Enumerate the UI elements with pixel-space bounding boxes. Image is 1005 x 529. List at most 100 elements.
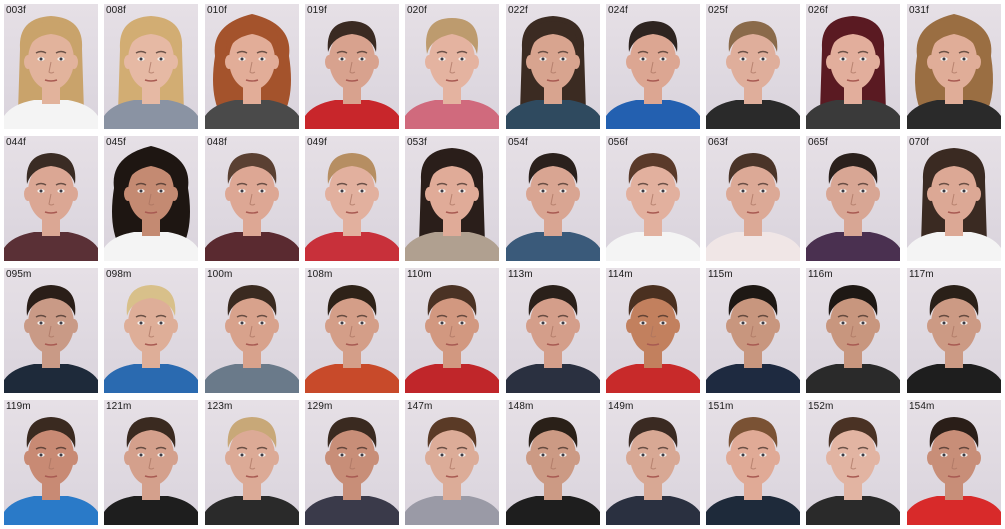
face-photo: 054f — [506, 136, 600, 261]
hair-top — [828, 21, 878, 52]
portrait-illustration — [205, 285, 299, 393]
portrait-illustration — [205, 14, 299, 129]
face-photo: 108m — [305, 268, 399, 393]
portrait-illustration — [305, 21, 399, 129]
face-photo: 063f — [706, 136, 800, 261]
hair-top — [125, 150, 177, 186]
portrait-illustration — [305, 153, 399, 261]
portrait-illustration — [506, 417, 600, 525]
shirt — [706, 496, 800, 525]
face-photo: 026f — [806, 4, 900, 129]
face — [730, 426, 776, 486]
face-photo: 025f — [706, 4, 800, 129]
face — [229, 426, 275, 486]
face — [128, 162, 174, 222]
portrait-illustration — [706, 285, 800, 393]
photo-id-label: 149m — [608, 401, 634, 412]
shirt — [506, 232, 600, 261]
portrait-illustration — [205, 417, 299, 525]
shirt — [606, 496, 700, 525]
photo-id-label: 049f — [307, 137, 327, 148]
hair-top — [126, 417, 176, 448]
hair-top — [227, 417, 277, 448]
face — [630, 30, 676, 90]
face-photo: 114m — [606, 268, 700, 393]
photo-id-label: 019f — [307, 5, 327, 16]
shirt — [4, 364, 98, 393]
face-photo: 003f — [4, 4, 98, 129]
portrait-illustration — [405, 417, 499, 525]
face-photo: 045f — [104, 136, 198, 261]
portrait-illustration — [706, 417, 800, 525]
face — [931, 426, 977, 486]
portrait-illustration — [806, 16, 900, 129]
shirt — [305, 364, 399, 393]
face-photo: 149m — [606, 400, 700, 525]
hair-top — [628, 153, 678, 184]
hair-top — [828, 153, 878, 184]
face-photo: 008f — [104, 4, 198, 129]
portrait-illustration — [205, 153, 299, 261]
portrait-illustration — [907, 14, 1001, 129]
photo-id-label: 116m — [808, 269, 833, 280]
face — [830, 294, 876, 354]
hair-top — [26, 285, 76, 316]
hair-top — [828, 285, 878, 316]
hair-top — [929, 285, 979, 316]
face — [28, 30, 74, 90]
portrait-illustration — [907, 417, 1001, 525]
face — [931, 30, 977, 90]
shirt — [907, 496, 1001, 525]
hair-top — [327, 285, 377, 316]
face — [128, 294, 174, 354]
face-photo: 070f — [907, 136, 1001, 261]
face — [530, 30, 576, 90]
face — [931, 162, 977, 222]
shirt — [405, 100, 499, 129]
hair-top — [728, 21, 778, 52]
shirt — [606, 100, 700, 129]
face-photo: 010f — [205, 4, 299, 129]
photo-id-label: 151m — [708, 401, 734, 412]
face — [28, 426, 74, 486]
face — [530, 162, 576, 222]
face-photo: 031f — [907, 4, 1001, 129]
shirt — [305, 100, 399, 129]
face-photo: 152m — [806, 400, 900, 525]
face-photo: 151m — [706, 400, 800, 525]
shirt — [806, 232, 900, 261]
photo-id-label: 031f — [909, 5, 929, 16]
hair-top — [126, 21, 176, 52]
portrait-illustration — [104, 285, 198, 393]
face — [429, 426, 475, 486]
hair-top — [528, 153, 578, 184]
portrait-illustration — [305, 285, 399, 393]
hair-top — [26, 417, 76, 448]
portrait-illustration — [4, 417, 98, 525]
portrait-illustration — [907, 148, 1001, 261]
hair-top — [427, 417, 477, 448]
portrait-illustration — [606, 21, 700, 129]
face — [128, 426, 174, 486]
photo-id-label: 121m — [106, 401, 132, 412]
hair-top — [26, 153, 76, 184]
shirt — [506, 100, 600, 129]
face-photo: 123m — [205, 400, 299, 525]
portrait-illustration — [4, 153, 98, 261]
photo-id-label: 048f — [207, 137, 227, 148]
shirt — [606, 364, 700, 393]
photo-id-label: 098m — [106, 269, 132, 280]
face — [830, 162, 876, 222]
portrait-illustration — [606, 153, 700, 261]
hair-top — [728, 153, 778, 184]
hair-top — [327, 417, 377, 448]
face — [931, 294, 977, 354]
face-photo: 115m — [706, 268, 800, 393]
photo-id-label: 147m — [407, 401, 433, 412]
photo-id-label: 095m — [6, 269, 32, 280]
shirt — [806, 364, 900, 393]
portrait-illustration — [706, 153, 800, 261]
face — [128, 30, 174, 90]
face — [28, 162, 74, 222]
face — [329, 294, 375, 354]
